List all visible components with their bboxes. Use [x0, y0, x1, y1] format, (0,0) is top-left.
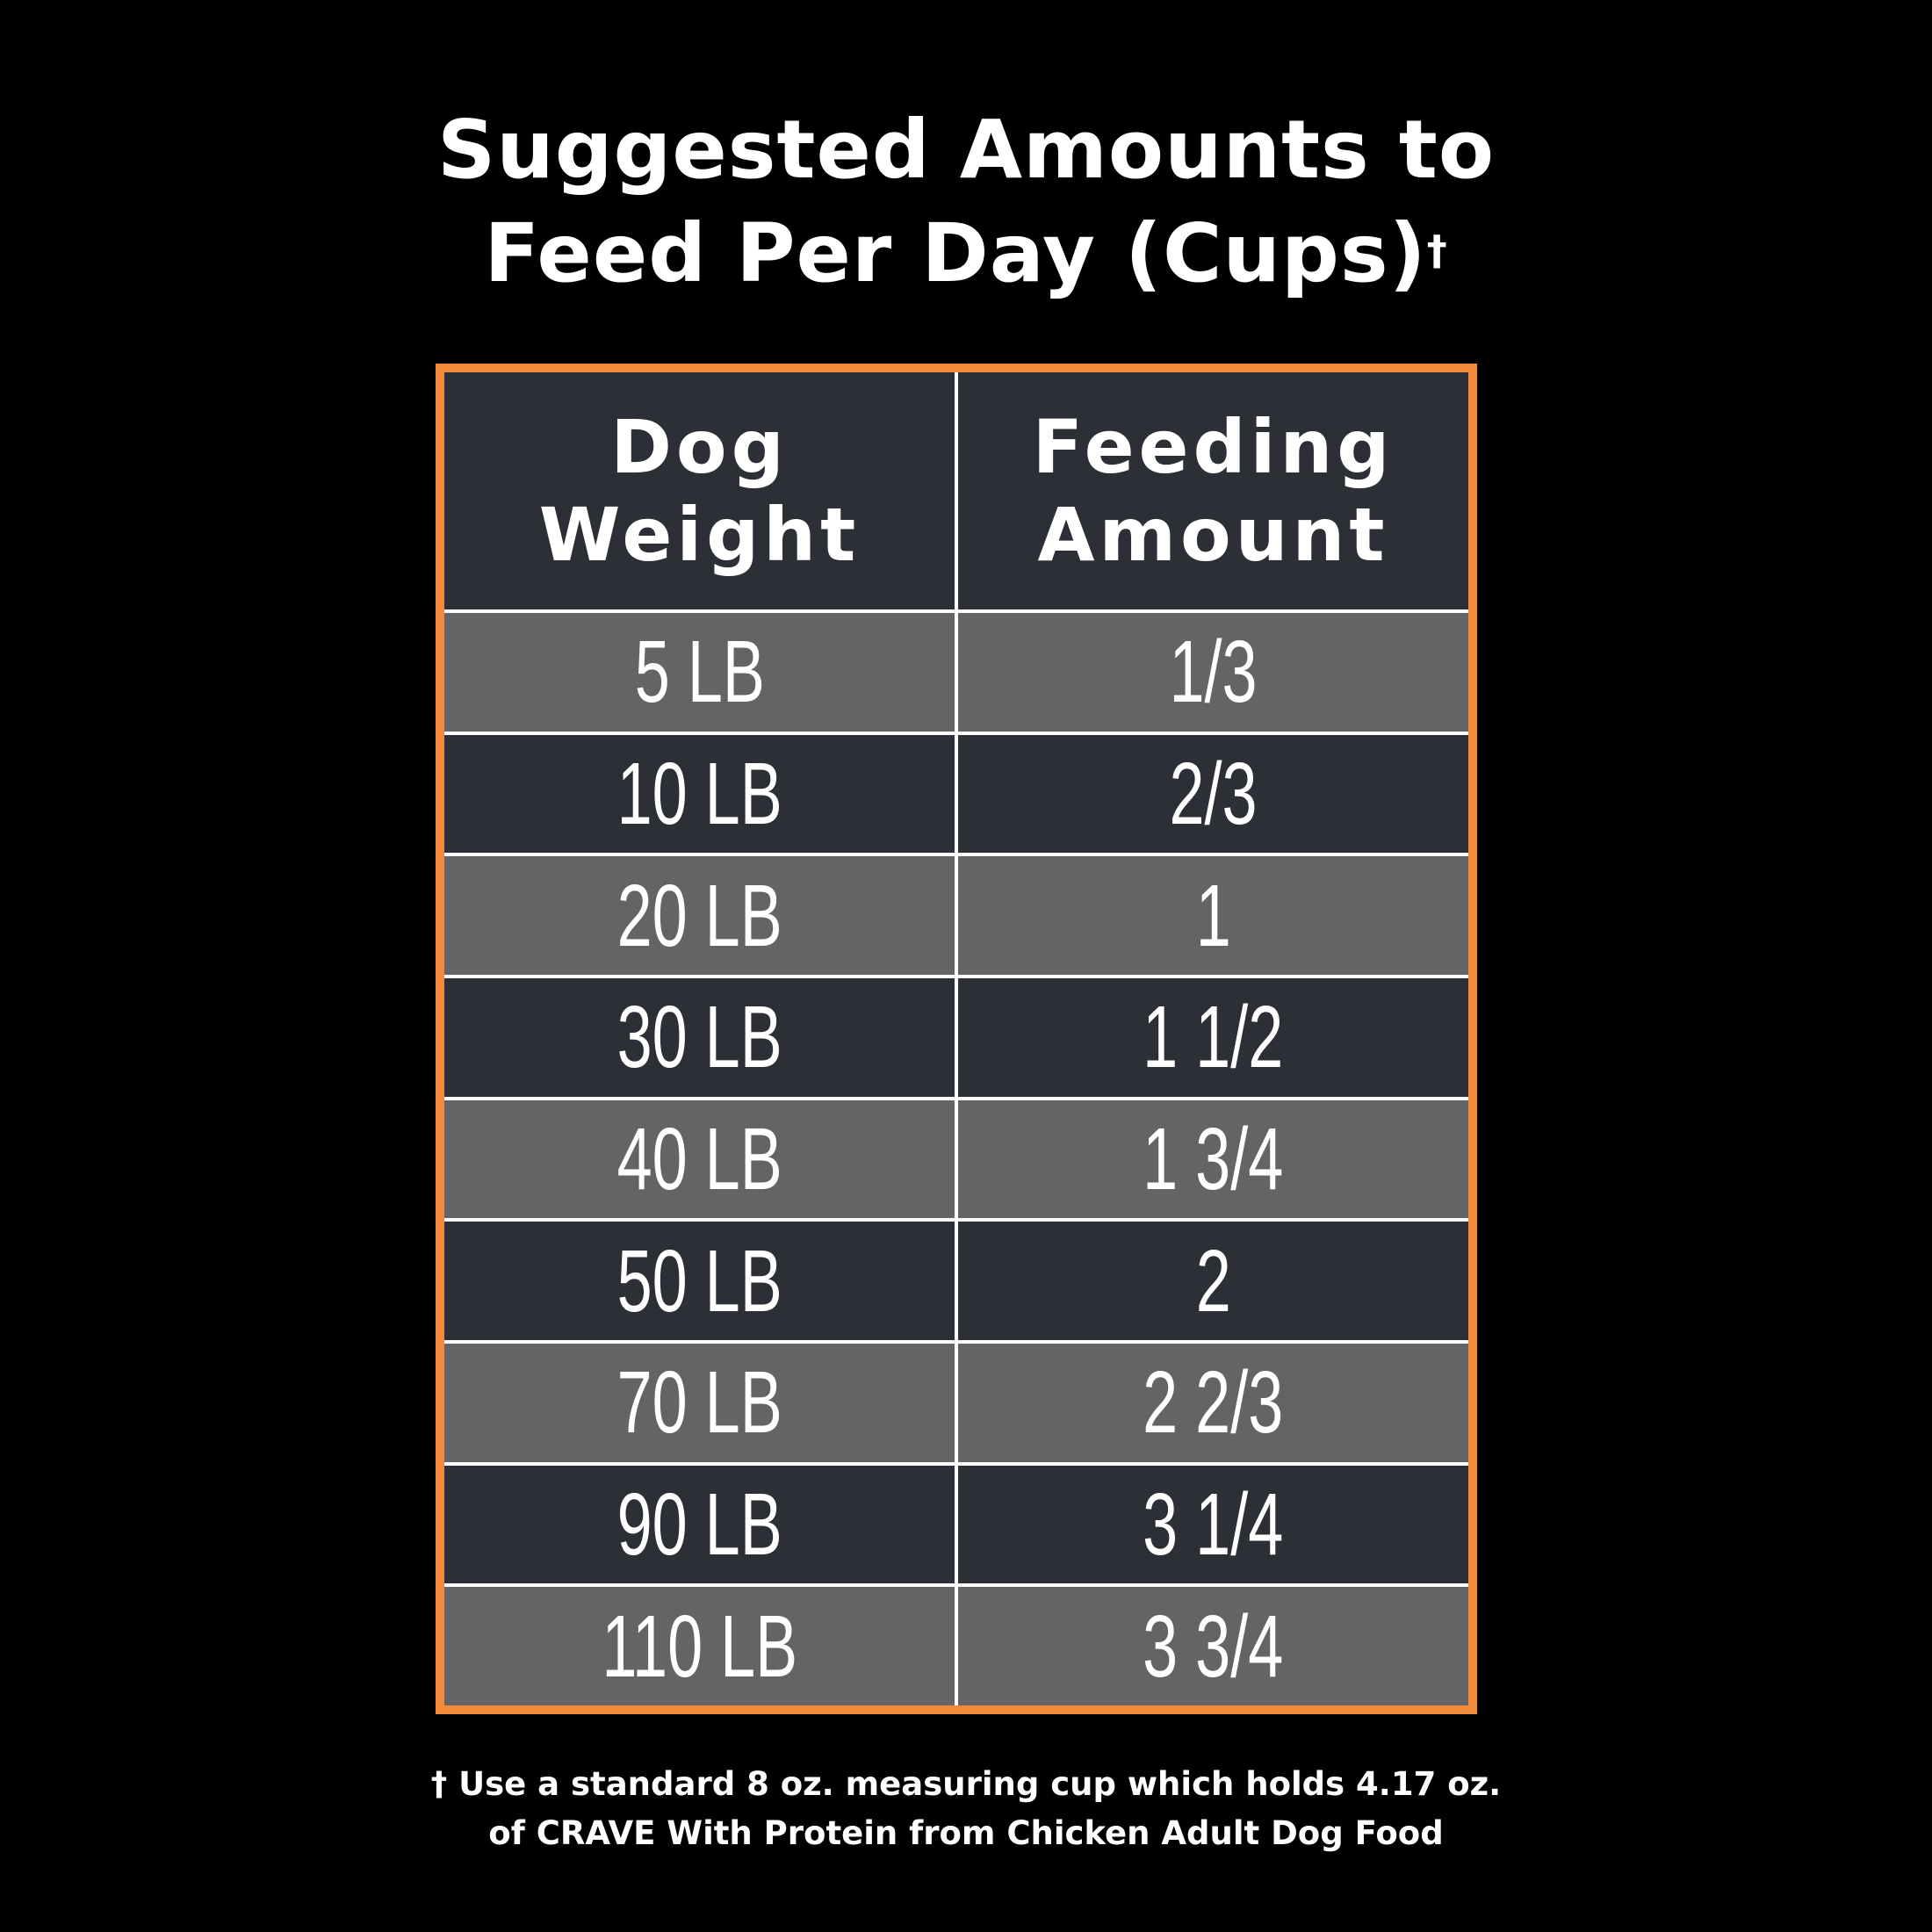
- header-dog-weight: Dog Weight: [444, 372, 958, 613]
- weight-value: 5 LB: [634, 623, 765, 722]
- table-row: 70 LB 2 2/3: [444, 1339, 1468, 1466]
- amount-value: 1/3: [1169, 623, 1258, 722]
- footnote-line-1: † Use a standard 8 oz. measuring cup whi…: [430, 1765, 1502, 1803]
- amount-cell: 2/3: [955, 731, 1468, 857]
- amount-value: 2 2/3: [1143, 1353, 1284, 1453]
- amount-cell: 3 3/4: [955, 1583, 1468, 1705]
- table-row: 20 LB 1: [444, 853, 1468, 978]
- amount-value: 3 1/4: [1143, 1474, 1284, 1574]
- weight-value: 10 LB: [616, 744, 782, 843]
- table-row: 90 LB 3 1/4: [444, 1461, 1468, 1588]
- table-row: 40 LB 1 3/4: [444, 1096, 1468, 1222]
- weight-cell: 30 LB: [444, 974, 958, 1100]
- header-dog-weight-line-1: Dog: [610, 404, 789, 490]
- amount-cell: 1/3: [955, 609, 1468, 735]
- weight-cell: 70 LB: [444, 1339, 958, 1466]
- table-row: 10 LB 2/3: [444, 731, 1468, 857]
- amount-value: 1 3/4: [1143, 1109, 1284, 1208]
- table-row: 30 LB 1 1/2: [444, 974, 1468, 1100]
- weight-cell: 90 LB: [444, 1461, 958, 1588]
- amount-cell: 1: [955, 853, 1468, 978]
- weight-cell: 5 LB: [444, 609, 958, 735]
- amount-value: 1: [1195, 866, 1231, 965]
- weight-value: 110 LB: [602, 1597, 797, 1696]
- weight-cell: 20 LB: [444, 853, 958, 978]
- title-line-2: Feed Per Day (Cups)†: [0, 202, 1932, 306]
- footnote: † Use a standard 8 oz. measuring cup whi…: [0, 1760, 1932, 1858]
- amount-cell: 2: [955, 1218, 1468, 1344]
- weight-cell: 50 LB: [444, 1218, 958, 1344]
- weight-cell: 110 LB: [444, 1583, 958, 1705]
- weight-value: 70 LB: [616, 1353, 782, 1453]
- table-row: 5 LB 1/3: [444, 609, 1468, 735]
- amount-value: 2: [1195, 1231, 1231, 1330]
- title-line-1: Suggested Amounts to: [436, 103, 1496, 197]
- weight-value: 50 LB: [616, 1231, 782, 1330]
- amount-cell: 1 3/4: [955, 1096, 1468, 1222]
- header-feeding-amount-line-1: Feeding: [1032, 404, 1395, 490]
- table-row: 50 LB 2: [444, 1218, 1468, 1344]
- amount-value: 1 1/2: [1143, 988, 1284, 1087]
- amount-cell: 2 2/3: [955, 1339, 1468, 1466]
- table-header-row: Dog Weight Feeding Amount: [444, 372, 1468, 613]
- page-title: Suggested Amounts to Feed Per Day (Cups)…: [0, 98, 1932, 306]
- title-dagger: †: [1426, 227, 1448, 274]
- weight-value: 90 LB: [616, 1474, 782, 1574]
- weight-value: 40 LB: [616, 1109, 782, 1208]
- feeding-table: Dog Weight Feeding Amount 5 LB 1/3 10 LB…: [444, 372, 1468, 1705]
- amount-cell: 1 1/2: [955, 974, 1468, 1100]
- amount-value: 3 3/4: [1143, 1597, 1284, 1696]
- footnote-line-2: of CRAVE With Protein from Chicken Adult…: [488, 1814, 1444, 1852]
- feeding-table-frame: Dog Weight Feeding Amount 5 LB 1/3 10 LB…: [436, 364, 1477, 1714]
- amount-value: 2/3: [1169, 744, 1258, 843]
- weight-value: 20 LB: [616, 866, 782, 965]
- weight-value: 30 LB: [616, 988, 782, 1087]
- title-line-2-text: Feed Per Day (Cups): [484, 206, 1427, 300]
- header-feeding-amount-line-2: Amount: [1037, 492, 1389, 578]
- amount-cell: 3 1/4: [955, 1461, 1468, 1588]
- header-feeding-amount: Feeding Amount: [955, 372, 1468, 613]
- weight-cell: 10 LB: [444, 731, 958, 857]
- header-dog-weight-line-2: Weight: [538, 492, 861, 578]
- table-row: 110 LB 3 3/4: [444, 1583, 1468, 1705]
- weight-cell: 40 LB: [444, 1096, 958, 1222]
